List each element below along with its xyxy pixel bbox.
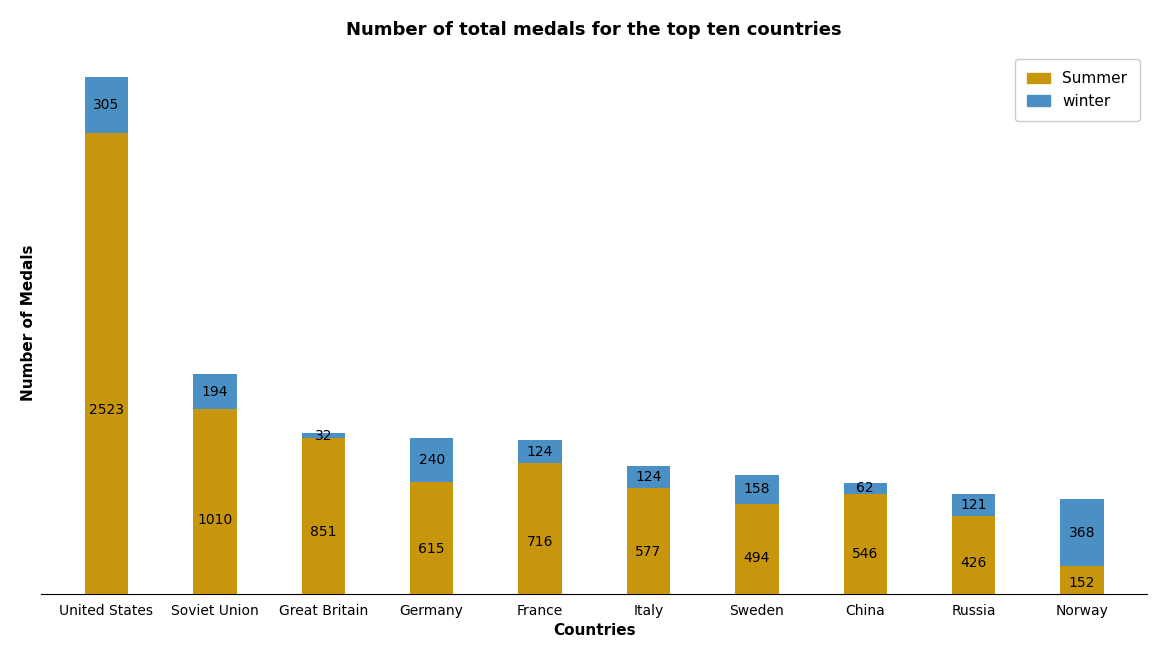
Text: 851: 851 [310, 525, 336, 538]
Bar [735, 474, 779, 503]
Text: 546: 546 [853, 547, 878, 561]
Bar [843, 483, 887, 494]
Text: 194: 194 [202, 385, 228, 399]
Text: 2523: 2523 [89, 403, 124, 416]
Bar [301, 438, 345, 594]
Text: 716: 716 [527, 534, 554, 548]
Text: 158: 158 [744, 482, 770, 496]
Bar [519, 440, 562, 463]
Bar [410, 438, 453, 482]
Bar [952, 516, 995, 594]
Bar [193, 374, 237, 409]
Text: 124: 124 [635, 470, 661, 484]
Text: 152: 152 [1069, 576, 1096, 590]
Text: 577: 577 [635, 545, 661, 559]
Text: 32: 32 [314, 428, 332, 443]
Text: 121: 121 [960, 498, 987, 512]
Bar [1061, 566, 1104, 594]
Bar [952, 494, 995, 516]
X-axis label: Countries: Countries [552, 623, 635, 638]
Text: 1010: 1010 [197, 513, 232, 527]
Bar [627, 466, 670, 488]
Bar [410, 482, 453, 594]
Text: 62: 62 [856, 482, 874, 496]
Y-axis label: Number of Medals: Number of Medals [21, 244, 36, 401]
Bar [193, 409, 237, 594]
Text: 124: 124 [527, 445, 554, 459]
Bar [1061, 499, 1104, 566]
Text: 426: 426 [960, 556, 987, 570]
Bar [85, 77, 128, 133]
Bar [627, 488, 670, 594]
Text: 240: 240 [418, 453, 445, 467]
Text: 305: 305 [93, 98, 119, 112]
Bar [85, 133, 128, 594]
Text: 615: 615 [418, 542, 445, 556]
Title: Number of total medals for the top ten countries: Number of total medals for the top ten c… [347, 21, 842, 39]
Text: 494: 494 [744, 551, 770, 565]
Bar [519, 463, 562, 594]
Legend: Summer, winter: Summer, winter [1015, 59, 1140, 121]
Bar [843, 494, 887, 594]
Text: 368: 368 [1069, 525, 1096, 540]
Bar [301, 432, 345, 438]
Bar [735, 503, 779, 594]
